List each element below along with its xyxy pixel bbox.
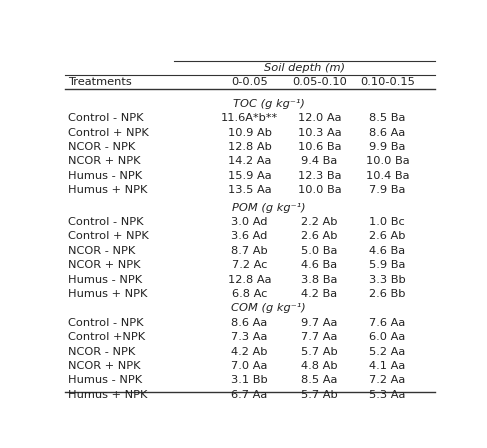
Text: 5.0 Ba: 5.0 Ba	[301, 246, 337, 256]
Text: 3.1 Bb: 3.1 Bb	[231, 375, 268, 385]
Text: 4.6 Ba: 4.6 Ba	[301, 260, 337, 270]
Text: Control - NPK: Control - NPK	[68, 113, 144, 123]
Text: 8.6 Aa: 8.6 Aa	[369, 128, 406, 138]
Text: 10.9 Ab: 10.9 Ab	[227, 128, 272, 138]
Text: 7.7 Aa: 7.7 Aa	[301, 332, 337, 342]
Text: NCOR - NPK: NCOR - NPK	[68, 346, 136, 357]
Text: 7.0 Aa: 7.0 Aa	[231, 361, 268, 371]
Text: 4.2 Ab: 4.2 Ab	[231, 346, 268, 357]
Text: 15.9 Aa: 15.9 Aa	[228, 171, 271, 181]
Text: 3.8 Ba: 3.8 Ba	[301, 275, 337, 284]
Text: 0.05-0.10: 0.05-0.10	[292, 77, 347, 87]
Text: Humus + NPK: Humus + NPK	[68, 185, 148, 195]
Text: Humus - NPK: Humus - NPK	[68, 375, 143, 385]
Text: 1.0 Bc: 1.0 Bc	[370, 217, 405, 227]
Text: 9.7 Aa: 9.7 Aa	[301, 318, 337, 327]
Text: 14.2 Aa: 14.2 Aa	[228, 156, 271, 167]
Text: Control - NPK: Control - NPK	[68, 318, 144, 327]
Text: 5.3 Aa: 5.3 Aa	[369, 390, 406, 400]
Text: NCOR - NPK: NCOR - NPK	[68, 246, 136, 256]
Text: 3.3 Bb: 3.3 Bb	[369, 275, 406, 284]
Text: 4.8 Ab: 4.8 Ab	[301, 361, 337, 371]
Text: 5.9 Ba: 5.9 Ba	[369, 260, 406, 270]
Text: 10.0 Ba: 10.0 Ba	[366, 156, 409, 167]
Text: 10.4 Ba: 10.4 Ba	[366, 171, 409, 181]
Text: 8.5 Ba: 8.5 Ba	[369, 113, 406, 123]
Text: NCOR + NPK: NCOR + NPK	[68, 260, 141, 270]
Text: 0.10-0.15: 0.10-0.15	[360, 77, 415, 87]
Text: Soil depth (m): Soil depth (m)	[264, 63, 345, 73]
Text: 7.3 Aa: 7.3 Aa	[231, 332, 268, 342]
Text: 10.0 Ba: 10.0 Ba	[298, 185, 341, 195]
Text: 7.9 Ba: 7.9 Ba	[369, 185, 406, 195]
Text: 2.2 Ab: 2.2 Ab	[301, 217, 337, 227]
Text: 8.7 Ab: 8.7 Ab	[231, 246, 268, 256]
Text: 3.6 Ad: 3.6 Ad	[231, 231, 268, 241]
Text: POM (g kg⁻¹): POM (g kg⁻¹)	[232, 202, 305, 212]
Text: 2.6 Bb: 2.6 Bb	[369, 289, 406, 299]
Text: 0-0.05: 0-0.05	[231, 77, 268, 87]
Text: 13.5 Aa: 13.5 Aa	[228, 185, 271, 195]
Text: 12.8 Ab: 12.8 Ab	[227, 142, 272, 152]
Text: Treatments: Treatments	[68, 77, 132, 87]
Text: 8.6 Aa: 8.6 Aa	[231, 318, 268, 327]
Text: 9.4 Ba: 9.4 Ba	[301, 156, 337, 167]
Text: 6.0 Aa: 6.0 Aa	[369, 332, 406, 342]
Text: 2.6 Ab: 2.6 Ab	[369, 231, 406, 241]
Text: NCOR + NPK: NCOR + NPK	[68, 156, 141, 167]
Text: Humus - NPK: Humus - NPK	[68, 171, 143, 181]
Text: 4.1 Aa: 4.1 Aa	[369, 361, 406, 371]
Text: 5.2 Aa: 5.2 Aa	[369, 346, 406, 357]
Text: Humus - NPK: Humus - NPK	[68, 275, 143, 284]
Text: 9.9 Ba: 9.9 Ba	[369, 142, 406, 152]
Text: 6.7 Aa: 6.7 Aa	[231, 390, 268, 400]
Text: 4.2 Ba: 4.2 Ba	[301, 289, 337, 299]
Text: 5.7 Ab: 5.7 Ab	[301, 346, 338, 357]
Text: 7.6 Aa: 7.6 Aa	[369, 318, 406, 327]
Text: 5.7 Ab: 5.7 Ab	[301, 390, 338, 400]
Text: 6.8 Ac: 6.8 Ac	[232, 289, 267, 299]
Text: Humus + NPK: Humus + NPK	[68, 390, 148, 400]
Text: 11.6A*b**: 11.6A*b**	[221, 113, 278, 123]
Text: 7.2 Aa: 7.2 Aa	[369, 375, 406, 385]
Text: Control + NPK: Control + NPK	[68, 128, 149, 138]
Text: Control - NPK: Control - NPK	[68, 217, 144, 227]
Text: Humus + NPK: Humus + NPK	[68, 289, 148, 299]
Text: 4.6 Ba: 4.6 Ba	[369, 246, 405, 256]
Text: 7.2 Ac: 7.2 Ac	[232, 260, 267, 270]
Text: 12.3 Ba: 12.3 Ba	[298, 171, 341, 181]
Text: Control +NPK: Control +NPK	[68, 332, 146, 342]
Text: NCOR - NPK: NCOR - NPK	[68, 142, 136, 152]
Text: 12.8 Aa: 12.8 Aa	[228, 275, 271, 284]
Text: 12.0 Aa: 12.0 Aa	[298, 113, 341, 123]
Text: TOC (g kg⁻¹): TOC (g kg⁻¹)	[232, 99, 304, 109]
Text: 2.6 Ab: 2.6 Ab	[301, 231, 337, 241]
Text: 10.6 Ba: 10.6 Ba	[298, 142, 341, 152]
Text: 3.0 Ad: 3.0 Ad	[231, 217, 268, 227]
Text: COM (g kg⁻¹): COM (g kg⁻¹)	[231, 303, 306, 313]
Text: NCOR + NPK: NCOR + NPK	[68, 361, 141, 371]
Text: 10.3 Aa: 10.3 Aa	[298, 128, 341, 138]
Text: 8.5 Aa: 8.5 Aa	[301, 375, 337, 385]
Text: Control + NPK: Control + NPK	[68, 231, 149, 241]
